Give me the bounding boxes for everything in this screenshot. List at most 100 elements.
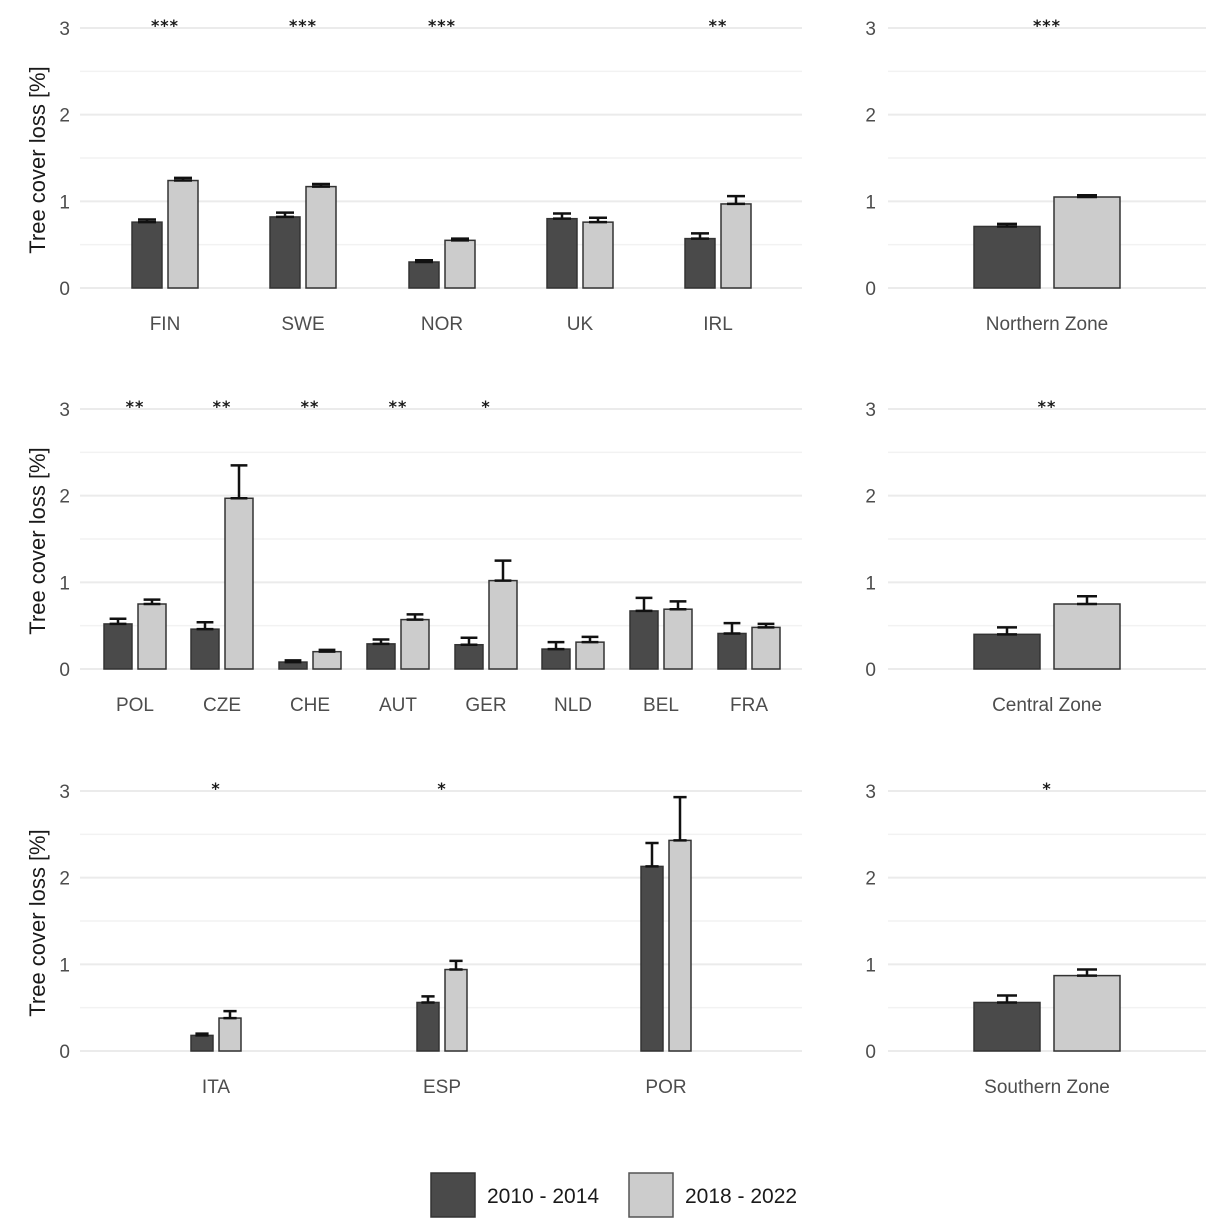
category-label: POR bbox=[645, 1077, 686, 1098]
category-label: SWE bbox=[281, 314, 324, 335]
significance-marker: ** bbox=[389, 397, 408, 416]
bar-bel-2018-2022 bbox=[663, 608, 693, 670]
y-tick-label: 1 bbox=[59, 955, 70, 976]
bar-central-zone-2018-2022 bbox=[1053, 603, 1121, 670]
panel-row3-countries: 0 1 2 3 Tree cover loss [%] ITA * ESP * POR bbox=[25, 779, 802, 1098]
error-bar-bel-2010-2014 bbox=[635, 596, 653, 613]
bar-cze-2010-2014 bbox=[190, 628, 220, 670]
error-bar-swe-2010-2014 bbox=[276, 211, 294, 219]
category-label: CZE bbox=[203, 695, 241, 716]
category-label: NOR bbox=[421, 314, 463, 335]
error-bar-esp-2010-2014 bbox=[421, 995, 435, 1004]
error-bar-fra-2010-2014 bbox=[723, 621, 741, 635]
panel-row2-countries: 0 1 2 3 Tree cover loss [%] POL ** CZE ** CHE ** AU… bbox=[25, 397, 802, 716]
legend-label-2018-2022: 2018 - 2022 bbox=[685, 1185, 797, 1208]
error-bar-southern-zone-2018-2022 bbox=[1077, 968, 1097, 977]
y-tick-label: 2 bbox=[59, 869, 70, 890]
bar-swe-2010-2014 bbox=[269, 216, 301, 289]
y-axis-label: Tree cover loss [%] bbox=[25, 447, 50, 634]
error-bar-aut-2010-2014 bbox=[372, 638, 390, 646]
bar-southern-zone-2010-2014 bbox=[973, 1001, 1041, 1052]
legend: 2010 - 2014 2018 - 2022 bbox=[430, 1172, 797, 1218]
bar-pol-2010-2014 bbox=[103, 623, 133, 670]
bar-esp-2018-2022 bbox=[444, 968, 468, 1052]
y-tick-label: 2 bbox=[865, 106, 876, 127]
significance-marker: ** bbox=[1038, 397, 1057, 416]
bar-fin-2018-2022 bbox=[167, 179, 199, 289]
error-bar-por-2010-2014 bbox=[645, 841, 659, 868]
category-label: CHE bbox=[290, 695, 330, 716]
bar-central-zone-2010-2014 bbox=[973, 633, 1041, 670]
category-label: BEL bbox=[643, 695, 679, 716]
bar-por-2010-2014 bbox=[640, 865, 664, 1052]
error-bar-pol-2018-2022 bbox=[143, 598, 161, 606]
error-bar-ger-2018-2022 bbox=[494, 559, 512, 582]
y-tick-label: 3 bbox=[59, 400, 70, 421]
error-bar-cze-2018-2022 bbox=[230, 464, 248, 500]
category-label: POL bbox=[116, 695, 154, 716]
error-bar-nor-2018-2022 bbox=[451, 237, 469, 242]
panel-row1-zone: 0 1 2 3 Northern Zone *** bbox=[865, 16, 1206, 335]
y-tick-label: 1 bbox=[865, 573, 876, 594]
bar-southern-zone-2018-2022 bbox=[1053, 974, 1121, 1052]
panel-row1-countries: 0 1 2 3 Tree cover loss [%] FIN *** SWE *** NOR **… bbox=[25, 16, 802, 335]
error-bar-nld-2018-2022 bbox=[581, 635, 599, 644]
significance-marker: * bbox=[437, 779, 446, 798]
category-label: FIN bbox=[150, 314, 181, 335]
y-tick-label: 0 bbox=[59, 660, 70, 681]
error-bar-nor-2010-2014 bbox=[415, 259, 433, 264]
category-label: UK bbox=[567, 314, 594, 335]
y-axis-label: Tree cover loss [%] bbox=[25, 66, 50, 253]
bar-uk-2010-2014 bbox=[546, 217, 578, 289]
legend-swatch-2010-2014 bbox=[430, 1172, 476, 1218]
y-tick-label: 2 bbox=[59, 487, 70, 508]
bar-nld-2010-2014 bbox=[541, 648, 571, 670]
category-label: Northern Zone bbox=[986, 314, 1109, 335]
legend-swatch-2018-2022 bbox=[628, 1172, 674, 1218]
y-tick-label: 0 bbox=[865, 1042, 876, 1063]
bar-fra-2018-2022 bbox=[751, 626, 781, 670]
bar-irl-2018-2022 bbox=[720, 203, 752, 289]
legend-label-2010-2014: 2010 - 2014 bbox=[487, 1185, 599, 1208]
bar-ger-2010-2014 bbox=[454, 643, 484, 670]
bar-northern-zone-2018-2022 bbox=[1053, 196, 1121, 289]
error-bar-aut-2018-2022 bbox=[406, 613, 424, 621]
error-bar-irl-2018-2022 bbox=[727, 194, 745, 206]
category-label: ITA bbox=[202, 1077, 230, 1098]
category-label: IRL bbox=[703, 314, 733, 335]
y-tick-label: 3 bbox=[865, 400, 876, 421]
error-bar-northern-zone-2018-2022 bbox=[1077, 194, 1097, 199]
category-label: AUT bbox=[379, 695, 417, 716]
significance-marker: *** bbox=[428, 16, 456, 35]
category-label: Central Zone bbox=[992, 695, 1102, 716]
error-bar-ita-2018-2022 bbox=[223, 1009, 237, 1020]
category-label: FRA bbox=[730, 695, 768, 716]
y-tick-label: 0 bbox=[59, 1042, 70, 1063]
category-label: Southern Zone bbox=[984, 1077, 1110, 1098]
bar-bel-2010-2014 bbox=[629, 610, 659, 670]
significance-marker: * bbox=[1042, 779, 1051, 798]
y-tick-label: 3 bbox=[865, 782, 876, 803]
bar-nor-2018-2022 bbox=[444, 239, 476, 289]
error-bar-irl-2010-2014 bbox=[691, 232, 709, 240]
y-tick-label: 0 bbox=[59, 279, 70, 300]
y-tick-label: 3 bbox=[59, 19, 70, 40]
y-tick-label: 1 bbox=[865, 955, 876, 976]
bar-uk-2018-2022 bbox=[582, 221, 614, 289]
category-label: ESP bbox=[423, 1077, 461, 1098]
error-bar-central-zone-2018-2022 bbox=[1077, 594, 1097, 606]
bar-ger-2018-2022 bbox=[488, 579, 518, 670]
bar-nld-2018-2022 bbox=[575, 641, 605, 670]
significance-marker: ** bbox=[301, 397, 320, 416]
y-tick-label: 2 bbox=[865, 487, 876, 508]
error-bar-swe-2018-2022 bbox=[312, 182, 330, 188]
error-bar-bel-2018-2022 bbox=[669, 600, 687, 611]
bar-pol-2018-2022 bbox=[137, 603, 167, 670]
bar-aut-2010-2014 bbox=[366, 643, 396, 670]
significance-marker: ** bbox=[213, 397, 232, 416]
bar-nor-2010-2014 bbox=[408, 261, 440, 289]
y-tick-label: 2 bbox=[59, 106, 70, 127]
bar-fin-2010-2014 bbox=[131, 221, 163, 289]
bar-ita-2010-2014 bbox=[190, 1034, 214, 1052]
